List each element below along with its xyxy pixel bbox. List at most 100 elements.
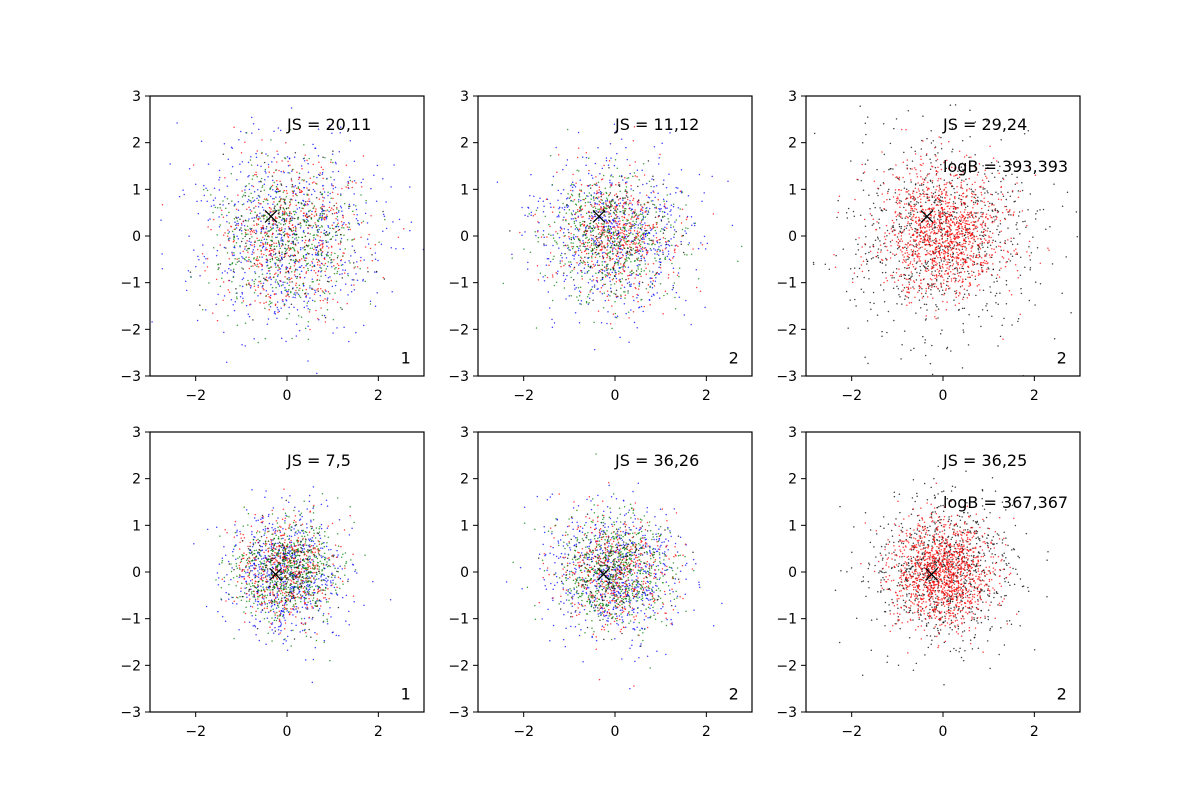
scatter-point bbox=[995, 301, 997, 304]
scatter-point bbox=[946, 347, 948, 350]
scatter-point bbox=[578, 290, 581, 292]
scatter-point bbox=[321, 208, 323, 210]
scatter-point bbox=[963, 307, 966, 310]
scatter-point bbox=[303, 257, 305, 259]
scatter-point bbox=[293, 274, 296, 276]
scatter-point bbox=[985, 271, 988, 273]
scatter-point bbox=[239, 252, 242, 254]
scatter-point bbox=[176, 122, 178, 124]
scatter-point bbox=[319, 236, 322, 238]
scatter-point bbox=[938, 290, 941, 292]
scatter-point bbox=[586, 245, 589, 247]
scatter-point bbox=[305, 221, 308, 224]
scatter-point bbox=[297, 186, 300, 188]
scatter-point bbox=[991, 172, 993, 174]
scatter-point bbox=[308, 183, 311, 185]
scatter-point bbox=[327, 251, 329, 254]
scatter-point bbox=[362, 278, 364, 281]
scatter-point bbox=[916, 201, 918, 203]
scatter-point bbox=[598, 200, 600, 202]
scatter-point bbox=[961, 267, 963, 269]
scatter-point bbox=[693, 224, 696, 227]
scatter-point bbox=[232, 304, 234, 306]
scatter-point bbox=[312, 225, 315, 227]
scatter-point bbox=[957, 275, 960, 277]
scatter-point bbox=[241, 301, 243, 304]
scatter-point bbox=[632, 243, 634, 245]
scatter-point bbox=[631, 216, 633, 219]
scatter-point bbox=[270, 245, 273, 248]
scatter-point bbox=[551, 184, 554, 186]
scatter-point bbox=[271, 211, 273, 213]
scatter-point bbox=[296, 269, 299, 271]
scatter-point bbox=[544, 274, 546, 277]
scatter-point bbox=[272, 254, 275, 256]
scatter-point bbox=[306, 159, 308, 162]
scatter-point bbox=[596, 264, 599, 266]
scatter-point bbox=[256, 150, 259, 152]
scatter-point bbox=[607, 267, 609, 270]
scatter-point bbox=[615, 222, 617, 224]
scatter-point bbox=[912, 197, 914, 200]
scatter-point bbox=[275, 262, 277, 264]
scatter-point bbox=[955, 248, 957, 251]
scatter-point bbox=[318, 283, 320, 285]
scatter-point bbox=[961, 367, 964, 369]
scatter-point bbox=[966, 289, 968, 292]
scatter-point bbox=[931, 258, 934, 260]
scatter-point bbox=[916, 211, 919, 213]
scatter-point bbox=[570, 225, 572, 228]
scatter-point bbox=[209, 218, 211, 220]
scatter-point bbox=[228, 279, 230, 282]
scatter-point bbox=[568, 264, 570, 267]
scatter-point bbox=[664, 290, 667, 292]
scatter-point bbox=[593, 247, 596, 250]
scatter-point bbox=[215, 303, 217, 305]
scatter-point bbox=[572, 217, 574, 220]
scatter-point bbox=[588, 241, 591, 244]
scatter-point bbox=[667, 253, 670, 255]
scatter-point bbox=[222, 234, 225, 236]
scatter-point bbox=[635, 213, 638, 215]
scatter-point bbox=[948, 288, 950, 290]
scatter-point bbox=[585, 194, 588, 197]
scatter-point bbox=[927, 265, 929, 268]
scatter-point bbox=[322, 245, 324, 248]
scatter-point bbox=[294, 151, 297, 154]
scatter-point bbox=[648, 270, 651, 272]
scatter-point bbox=[265, 276, 268, 278]
scatter-point bbox=[929, 285, 931, 287]
scatter-point bbox=[570, 263, 573, 266]
scatter-point bbox=[900, 225, 903, 228]
scatter-point bbox=[578, 189, 581, 191]
scatter-point bbox=[649, 227, 652, 229]
scatter-point bbox=[251, 132, 253, 134]
scatter-point bbox=[610, 200, 612, 203]
scatter-point bbox=[995, 292, 998, 295]
scatter-point bbox=[888, 232, 891, 235]
scatter-point bbox=[267, 193, 270, 196]
scatter-point bbox=[526, 268, 529, 270]
scatter-point bbox=[595, 182, 598, 184]
scatter-point bbox=[293, 156, 296, 158]
scatter-point bbox=[658, 266, 660, 268]
scatter-point bbox=[1053, 183, 1055, 185]
scatter-point bbox=[650, 191, 652, 194]
scatter-point bbox=[939, 228, 942, 231]
scatter-point bbox=[608, 167, 610, 169]
scatter-point bbox=[566, 274, 568, 277]
scatter-point bbox=[278, 252, 281, 255]
scatter-point bbox=[958, 176, 961, 179]
scatter-point bbox=[256, 259, 259, 262]
scatter-point bbox=[306, 213, 308, 216]
scatter-point bbox=[601, 199, 603, 202]
scatter-point bbox=[909, 215, 911, 217]
scatter-point bbox=[244, 271, 246, 274]
scatter-point bbox=[249, 209, 251, 211]
scatter-point bbox=[246, 249, 248, 252]
scatter-point bbox=[344, 261, 346, 264]
scatter-point bbox=[594, 184, 597, 186]
scatter-point bbox=[581, 216, 583, 218]
scatter-point bbox=[939, 246, 942, 248]
scatter-point bbox=[974, 154, 976, 156]
